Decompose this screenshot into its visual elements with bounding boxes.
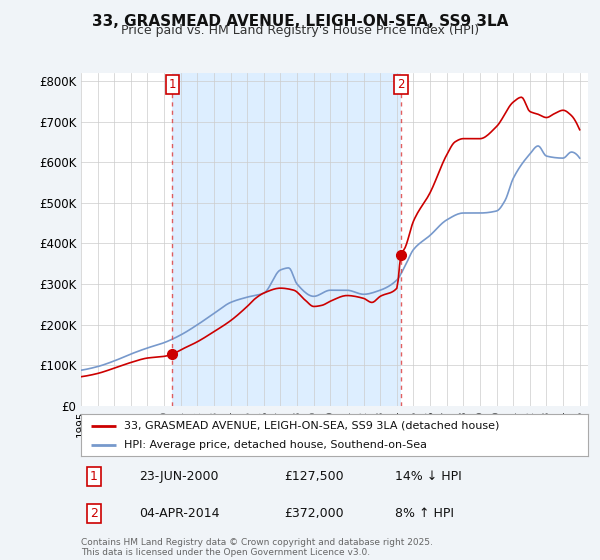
Text: 23-JUN-2000: 23-JUN-2000 xyxy=(139,470,219,483)
Text: 1: 1 xyxy=(169,78,176,91)
Text: 33, GRASMEAD AVENUE, LEIGH-ON-SEA, SS9 3LA (detached house): 33, GRASMEAD AVENUE, LEIGH-ON-SEA, SS9 3… xyxy=(124,421,499,431)
Text: 2: 2 xyxy=(397,78,405,91)
Text: 04-APR-2014: 04-APR-2014 xyxy=(139,507,220,520)
Text: 2: 2 xyxy=(90,507,98,520)
Bar xyxy=(172,73,401,406)
Text: 8% ↑ HPI: 8% ↑ HPI xyxy=(395,507,454,520)
Text: 33, GRASMEAD AVENUE, LEIGH-ON-SEA, SS9 3LA: 33, GRASMEAD AVENUE, LEIGH-ON-SEA, SS9 3… xyxy=(92,14,508,29)
Text: HPI: Average price, detached house, Southend-on-Sea: HPI: Average price, detached house, Sout… xyxy=(124,440,427,450)
Text: £127,500: £127,500 xyxy=(284,470,343,483)
Text: 14% ↓ HPI: 14% ↓ HPI xyxy=(395,470,462,483)
Text: 1: 1 xyxy=(90,470,98,483)
Text: Contains HM Land Registry data © Crown copyright and database right 2025.
This d: Contains HM Land Registry data © Crown c… xyxy=(81,538,433,557)
Text: Price paid vs. HM Land Registry's House Price Index (HPI): Price paid vs. HM Land Registry's House … xyxy=(121,24,479,37)
Text: £372,000: £372,000 xyxy=(284,507,343,520)
